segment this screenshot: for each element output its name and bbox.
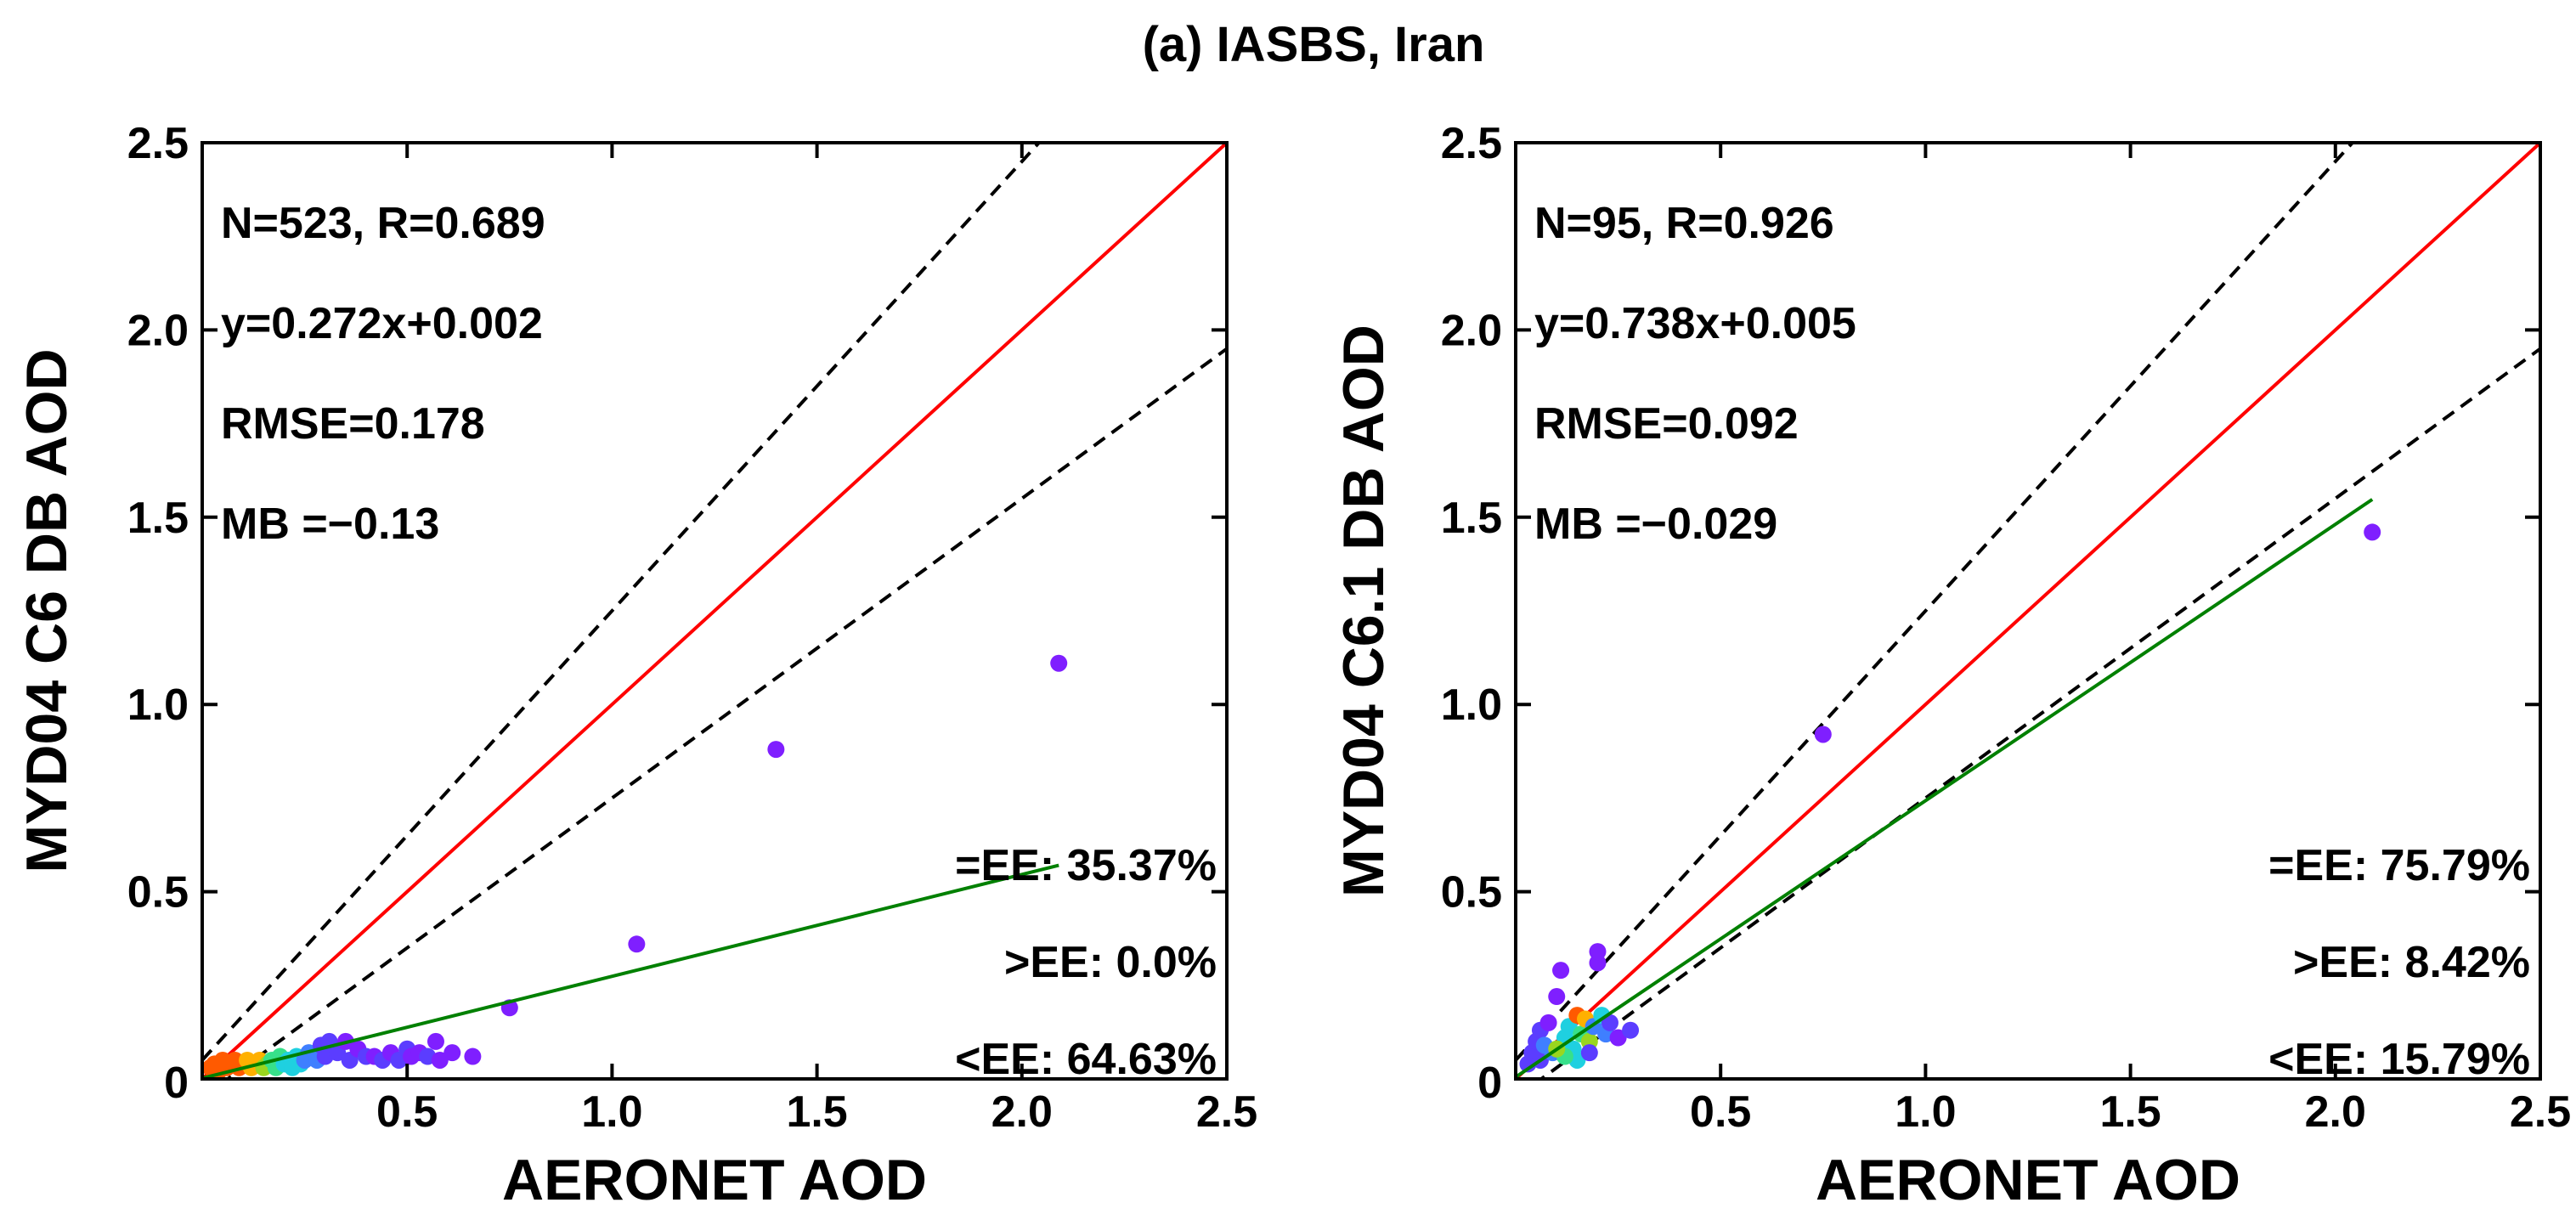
scatter-point <box>431 1051 449 1069</box>
scatter-point <box>1539 1014 1557 1031</box>
y-axis-label: MYD04 C6.1 DB AOD <box>1331 325 1396 897</box>
scatter-point <box>1548 988 1566 1006</box>
plot-frame <box>1514 141 2542 1081</box>
regression-line <box>202 863 1059 1079</box>
x-tick-label: 2.0 <box>991 1087 1053 1137</box>
ee-upper-line <box>1516 143 2355 1062</box>
scatter-point <box>443 1044 461 1062</box>
scatter-point <box>767 741 785 759</box>
ee-upper-line <box>202 143 1042 1062</box>
stats-line: y=0.272x+0.002 <box>221 299 543 348</box>
stats-line: MB =−0.029 <box>1534 500 1777 549</box>
x-tick-label: 2.5 <box>2510 1087 2571 1137</box>
scatter-point <box>1552 962 1570 980</box>
scatter-point <box>1589 943 1607 961</box>
y-tick-label: 1.0 <box>1441 680 1502 730</box>
scatter-point <box>1601 1014 1618 1031</box>
one-to-one-line <box>1516 143 2540 1079</box>
scatter-point <box>1622 1021 1640 1039</box>
ee-stat-line: <EE: 15.79% <box>2268 1035 2530 1084</box>
x-tick-label: 0.5 <box>376 1087 438 1137</box>
y-tick-label: 2.0 <box>1441 306 1502 355</box>
scatter-point <box>1580 1044 1598 1062</box>
ee-lower-line <box>224 347 1227 1079</box>
stats-line: N=95, R=0.926 <box>1534 199 1834 248</box>
ee-lower-line <box>1538 347 2540 1079</box>
y-tick-label: 1.5 <box>127 494 189 543</box>
panel-right: 0.5 1.0 1.5 2.0 2.5 0.5 1.0 1.5 2.0 2.5 0 AERONET A… <box>1331 119 2571 1212</box>
x-tick-label: 2.5 <box>1196 1087 1257 1137</box>
y-tick-label: 2.5 <box>1441 119 1502 168</box>
stats-line: MB =−0.13 <box>221 500 439 549</box>
scatter-point <box>2364 523 2381 541</box>
plot-area <box>1516 143 2540 1079</box>
y-tick-label: 1.0 <box>127 680 189 730</box>
stats-line: RMSE=0.092 <box>1534 399 1799 449</box>
scatter-point <box>464 1047 482 1065</box>
y-tick-label: 0.5 <box>127 868 189 918</box>
scatter-point <box>1609 1029 1627 1047</box>
panel-left: 0.5 1.0 1.5 2.0 2.5 0.5 1.0 1.5 2.0 2.5 0 AERONET A… <box>14 119 1257 1212</box>
ee-stat-line: >EE: 0.0% <box>1004 938 1217 987</box>
x-tick-label: 2.0 <box>2305 1087 2366 1137</box>
y-tick-label: 1.5 <box>1441 494 1502 543</box>
stats-line: RMSE=0.178 <box>221 399 485 449</box>
stats-line: N=523, R=0.689 <box>221 199 545 248</box>
ee-stat-line: <EE: 64.63% <box>955 1035 1217 1084</box>
ee-stat-line: =EE: 35.37% <box>955 841 1217 890</box>
y-tick-label: 2.0 <box>127 306 189 355</box>
scatter-point <box>1050 654 1068 672</box>
origin-tick-label: 0 <box>164 1059 189 1108</box>
x-axis-label: AERONET AOD <box>1816 1148 2240 1212</box>
scatter-point <box>628 935 646 953</box>
x-tick-label: 0.5 <box>1690 1087 1751 1137</box>
one-to-one-line <box>202 143 1227 1079</box>
y-axis-label: MYD04 C6 DB AOD <box>14 348 79 872</box>
x-axis-label: AERONET AOD <box>502 1148 927 1212</box>
plot-frame <box>201 141 1229 1081</box>
x-tick-label: 1.0 <box>1895 1087 1956 1137</box>
scatter-point <box>1814 726 1832 743</box>
ee-stat-line: >EE: 8.42% <box>2293 938 2530 987</box>
scatter-point <box>427 1032 444 1050</box>
figure-title: (a) IASBS, Iran <box>1143 17 1485 72</box>
regression-line <box>1516 498 2374 1079</box>
x-tick-label: 1.5 <box>786 1087 847 1137</box>
stats-line: y=0.738x+0.005 <box>1534 299 1856 348</box>
x-tick-label: 1.5 <box>2099 1087 2161 1137</box>
plot-area <box>202 143 1227 1079</box>
origin-tick-label: 0 <box>1477 1059 1502 1108</box>
y-tick-label: 2.5 <box>127 119 189 168</box>
x-tick-label: 1.0 <box>581 1087 642 1137</box>
ee-stat-line: =EE: 75.79% <box>2268 841 2530 890</box>
y-tick-label: 0.5 <box>1441 868 1502 918</box>
